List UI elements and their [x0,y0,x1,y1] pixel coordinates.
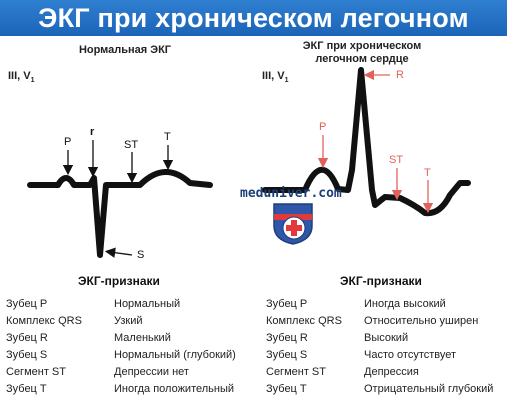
pulmonale-lead-label: III, V1 [262,70,289,84]
normal-signs-title: ЭКГ-признаки [78,274,160,288]
meduniver-logo [273,203,313,245]
row-name: Зубец T [266,383,307,395]
row-value: Депрессия [364,366,419,378]
pulmonale-t-label: T [424,167,431,179]
row-value: Часто отсутствует [364,349,457,361]
normal-lead-sub: 1 [30,77,35,85]
row-value: Маленький [114,332,171,344]
row-value: Иногда высокий [364,298,446,310]
pulmonale-title-line2: легочном сердце [315,53,409,65]
row-value: Депрессии нет [114,366,189,378]
normal-s-label: S [137,249,145,261]
table-row: Сегмент ST Депрессия [266,366,419,378]
table-row: Зубец P Иногда высокий [266,298,446,310]
row-name: Зубец P [266,298,308,310]
row-name: Зубец S [266,349,308,361]
table-row: Зубец R Высокий [266,332,408,344]
table-row: Зубец T Иногда положительный [6,383,234,395]
pulmonale-lead-text: III, V [262,70,285,82]
row-name: Зубец S [6,349,48,361]
row-value: Отрицательный глубокий [364,383,494,395]
row-value: Нормальный (глубокий) [114,349,236,361]
normal-ecg-trace [27,169,213,258]
normal-r-label: r [90,126,95,138]
row-name: Комплекс QRS [266,315,342,327]
row-name: Комплекс QRS [6,315,82,327]
table-row: Комплекс QRS Узкий [6,315,143,327]
pulmonale-r-label: R [396,69,404,81]
row-value: Относительно уширен [364,315,479,327]
normal-lead-label: III, V1 [8,70,35,84]
pulmonale-st-label: ST [389,154,404,166]
table-row: Зубец S Часто отсутствует [266,349,456,361]
row-name: Зубец T [6,383,47,395]
pulmonale-ecg-title: ЭКГ при хроническом легочном сердце [282,40,442,66]
row-name: Сегмент ST [6,366,66,378]
row-value: Узкий [114,315,143,327]
table-row: Зубец R Маленький [6,332,171,344]
row-value: Иногда положительный [114,383,235,395]
watermark-text: meduniver.com [240,186,342,201]
pulmonale-signs-title: ЭКГ-признаки [340,274,422,288]
row-name: Сегмент ST [266,366,326,378]
normal-t-label: T [164,131,171,143]
row-name: Зубец R [6,332,48,344]
pulmonale-title-line1: ЭКГ при хроническом [302,40,422,52]
pulmonale-p-label: P [319,121,327,133]
table-row: Сегмент ST Депрессии нет [6,366,189,378]
normal-ecg-title: Нормальная ЭКГ [78,44,172,56]
table-row: Комплекс QRS Относительно уширен [266,315,478,327]
row-value: Нормальный [114,298,181,310]
table-row: Зубец P Нормальный [6,298,180,310]
pulmonale-lead-sub: 1 [284,77,289,85]
normal-s-arrow [104,247,133,258]
table-row: Зубец S Нормальный (глубокий) [6,349,236,361]
normal-p-label: P [64,136,72,148]
row-name: Зубец R [266,332,308,344]
page-title: ЭКГ при хроническом легочном сердце [0,0,507,69]
normal-st-label: ST [124,139,139,151]
table-row: Зубец T Отрицательный глубокий [266,383,493,395]
row-value: Высокий [364,332,409,344]
normal-lead-text: III, V [8,70,31,82]
row-name: Зубец P [6,298,48,310]
